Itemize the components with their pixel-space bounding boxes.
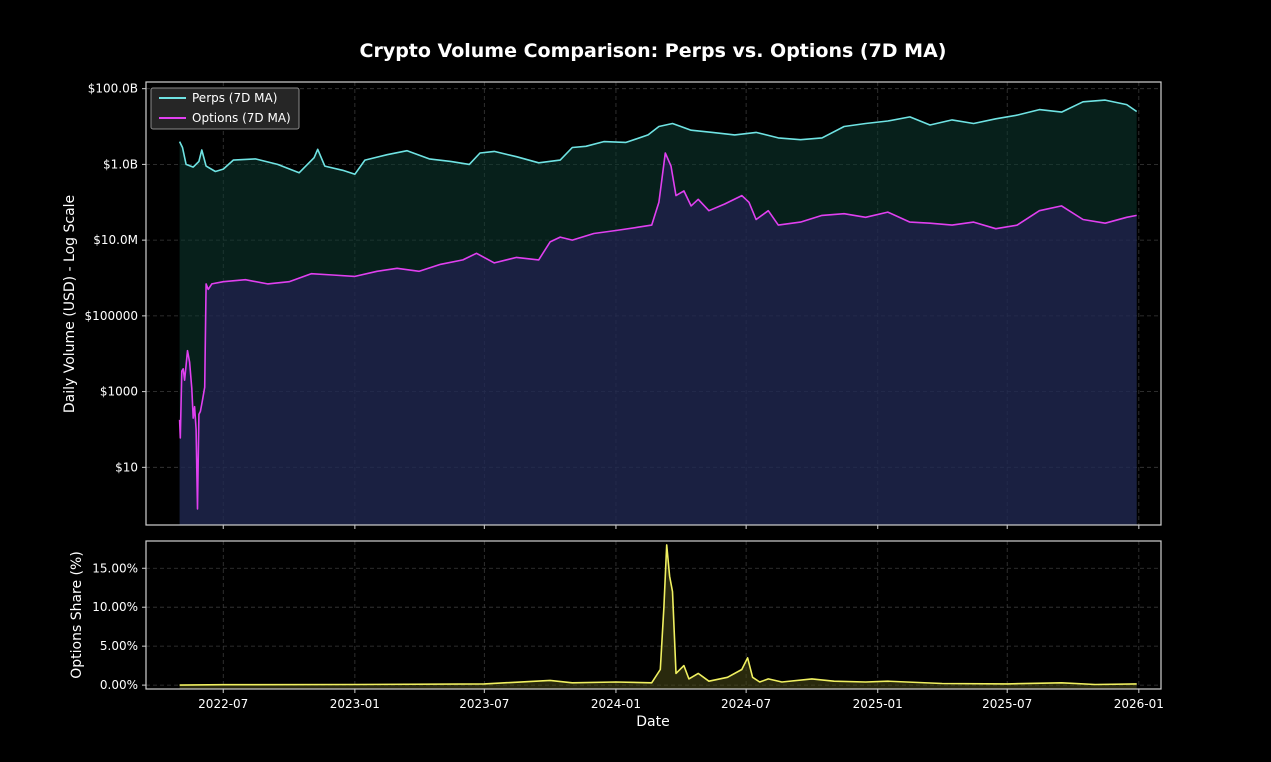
volume-y-axis-label: Daily Volume (USD) - Log Scale	[62, 195, 78, 413]
x-tick-label: 2024-07	[721, 697, 771, 711]
share-y-tick-label: 0.00%	[100, 678, 138, 692]
volume-panel: $10 $1000 $100000 $10.0M $1.0B $100.0B Daily …	[62, 81, 1162, 529]
x-tick-label: 2022-07	[198, 697, 248, 711]
volume-plot-frame	[145, 81, 1162, 526]
share-y-tick-label: 10.00%	[92, 600, 138, 614]
share-y-tick-label: 5.00%	[100, 639, 138, 653]
options-7d-ma-area	[179, 153, 1137, 525]
volume-y-tick-label: $1.0B	[103, 157, 138, 171]
share-y-ticks: 0.00% 5.00% 10.00% 15.00%	[92, 561, 146, 692]
x-tick-label: 2025-01	[853, 697, 903, 711]
share-plot-area	[146, 541, 1161, 689]
x-tick-label: 2024-01	[591, 697, 641, 711]
x-axis-label: Date	[636, 714, 669, 730]
volume-y-ticks: $10 $1000 $100000 $10.0M $1.0B $100.0B	[85, 82, 146, 474]
volume-y-tick-label: $10.0M	[93, 233, 138, 247]
share-plot-frame	[145, 540, 1162, 690]
volume-fills	[179, 100, 1137, 525]
chart-title: Crypto Volume Comparison: Perps vs. Opti…	[360, 40, 947, 62]
legend: Perps (7D MA) Options (7D MA)	[150, 87, 300, 130]
share-panel: 0.00%5.00%10.00%15.00% 2022-07 2023-01 202…	[69, 540, 1164, 730]
x-tick-label: 2023-01	[330, 697, 380, 711]
share-lines	[179, 544, 1137, 686]
options-share-line	[179, 544, 1137, 686]
perps-7d-ma-line	[178, 99, 1138, 175]
volume-y-tick-label: $10	[115, 460, 138, 474]
volume-y-tick-label: $1000	[100, 385, 138, 399]
legend-perps-label: Perps (7D MA)	[192, 91, 277, 105]
x-tick-label: 2023-07	[459, 697, 509, 711]
options-7d-ma-line	[178, 152, 1137, 510]
volume-y-tick-label: $100000	[85, 309, 138, 323]
x-tick-label: 2026-01	[1114, 697, 1164, 711]
share-y-tick-label: 15.00%	[92, 561, 138, 575]
volume-x-ticks	[222, 525, 1140, 529]
legend-options-label: Options (7D MA)	[192, 111, 291, 125]
legend-box	[150, 87, 300, 130]
share-x-ticks: 2022-07 2023-01 2023-07 2024-01 2024-07 2025-…	[198, 689, 1164, 711]
volume-y-tick-label: $100.0B	[88, 82, 138, 96]
x-tick-label: 2025-07	[982, 697, 1032, 711]
share-y-axis-label: Options Share (%)	[69, 551, 85, 679]
volume-lines	[178, 99, 1138, 510]
